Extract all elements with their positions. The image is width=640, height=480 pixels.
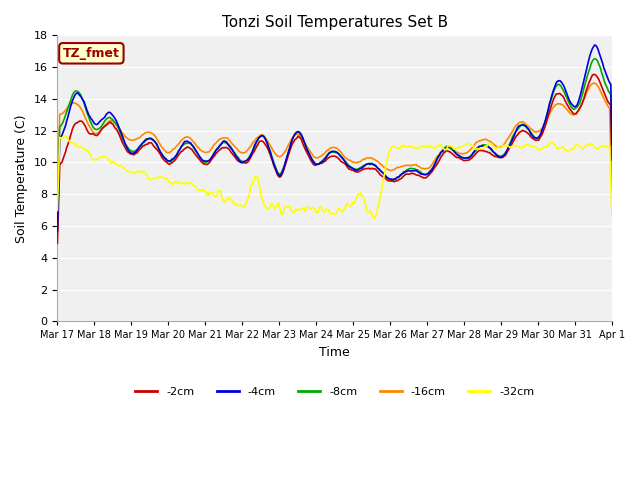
- Legend: -2cm, -4cm, -8cm, -16cm, -32cm: -2cm, -4cm, -8cm, -16cm, -32cm: [131, 383, 539, 401]
- Y-axis label: Soil Temperature (C): Soil Temperature (C): [15, 114, 28, 242]
- X-axis label: Time: Time: [319, 346, 350, 359]
- Title: Tonzi Soil Temperatures Set B: Tonzi Soil Temperatures Set B: [221, 15, 448, 30]
- Text: TZ_fmet: TZ_fmet: [63, 47, 120, 60]
